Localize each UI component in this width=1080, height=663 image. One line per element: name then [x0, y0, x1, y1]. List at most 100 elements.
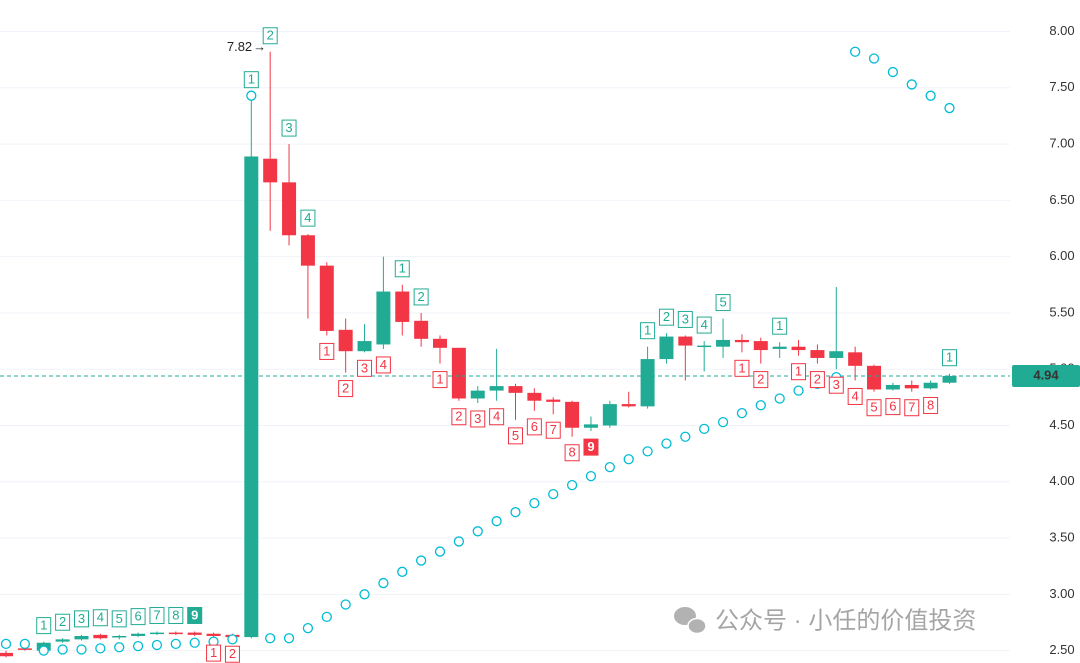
- candle: [527, 388, 542, 411]
- td-box: [696, 316, 712, 334]
- y-tick-label: 3.00: [1049, 586, 1074, 601]
- candle-body: [772, 346, 787, 349]
- td-count: 2: [814, 372, 821, 387]
- candle-body: [565, 401, 580, 428]
- candle-body: [753, 341, 768, 351]
- sar-dot: [114, 642, 125, 653]
- candle: [338, 318, 353, 373]
- td-count: 3: [285, 120, 292, 135]
- candle-body: [357, 341, 372, 352]
- td-up-label: 7: [149, 606, 165, 624]
- td-count: 2: [59, 614, 66, 629]
- sar-dot: [265, 633, 276, 644]
- td-down-label: 2: [224, 645, 240, 663]
- td-down-label: 5: [507, 427, 523, 445]
- td-count: 3: [78, 611, 85, 626]
- candle: [414, 312, 429, 347]
- td-count: 4: [380, 357, 387, 372]
- td-box: [847, 387, 863, 405]
- td-down-label: 5: [866, 399, 882, 417]
- candle: [772, 342, 787, 358]
- sar-dot: [453, 536, 465, 547]
- annotation-label: 7.82: [227, 39, 252, 54]
- sar-dot: [189, 637, 200, 648]
- td-up-label: 3: [281, 119, 297, 137]
- td-count: 4: [493, 409, 500, 424]
- candle-body: [546, 399, 561, 402]
- candle: [55, 638, 70, 643]
- td-box: [809, 371, 825, 389]
- candle: [659, 333, 674, 364]
- td-count: 4: [97, 610, 104, 625]
- td-count: 6: [531, 419, 538, 434]
- candle: [395, 284, 410, 336]
- candle-body: [414, 320, 429, 339]
- candle: [885, 382, 900, 391]
- sar-dot: [642, 446, 653, 457]
- sar-dot: [378, 577, 389, 589]
- td-box: [206, 644, 222, 662]
- candle-body: [527, 392, 542, 401]
- y-tick-label: 8.00: [1049, 23, 1074, 38]
- y-tick-label: 7.00: [1049, 136, 1074, 151]
- candle: [300, 234, 315, 319]
- candle-body: [244, 156, 259, 638]
- td-count: 5: [116, 611, 123, 626]
- watermark-text: 公众号 · 小任的价值投资: [715, 607, 976, 634]
- candle-body: [904, 384, 919, 389]
- candle-body: [942, 375, 957, 383]
- td-box: [866, 399, 882, 417]
- candle: [829, 287, 844, 370]
- td-count: 2: [342, 381, 349, 396]
- td-box: [73, 610, 89, 628]
- td-down-label: 2: [809, 371, 825, 389]
- candle: [640, 346, 655, 409]
- td-box: [243, 71, 259, 89]
- candle: [489, 348, 504, 401]
- td-count: 1: [946, 350, 953, 365]
- td-down-label: 2: [338, 380, 354, 398]
- td-box: [470, 410, 486, 428]
- td-count: 2: [757, 372, 764, 387]
- td-box: [130, 608, 146, 626]
- td-count: 3: [361, 360, 368, 375]
- sar-dot: [680, 431, 691, 442]
- td-box: [507, 427, 523, 445]
- td-down-label: 8: [923, 396, 939, 414]
- td-count: 1: [644, 323, 651, 338]
- y-tick-label: 3.50: [1049, 529, 1074, 544]
- sar-dot: [38, 645, 49, 656]
- sar-dot: [755, 400, 766, 411]
- td-up-label: 1: [243, 71, 259, 89]
- sar-dot: [151, 639, 163, 651]
- sar-dot: [283, 633, 295, 644]
- candle-body: [0, 652, 13, 657]
- candle-body: [885, 384, 900, 390]
- td-count: 3: [833, 377, 840, 392]
- candle: [470, 386, 485, 403]
- candle-body: [376, 291, 391, 345]
- td-down-label: 4: [847, 387, 863, 405]
- candle: [149, 631, 164, 635]
- candle: [206, 632, 221, 638]
- td-up-label: 1: [36, 617, 52, 635]
- td-box: [375, 356, 391, 374]
- td-count: 3: [682, 311, 689, 326]
- td-down-label: 7: [545, 421, 561, 439]
- td-up-label: 2: [55, 613, 71, 631]
- annotation-arrow: →: [253, 39, 266, 54]
- candle-body: [640, 359, 655, 407]
- candle-body: [395, 291, 410, 322]
- td-box: [36, 617, 52, 635]
- td-down-label: 1: [432, 371, 448, 389]
- candle-body: [848, 352, 863, 366]
- td-box: [489, 408, 505, 426]
- td-up-label: 5: [715, 294, 731, 312]
- y-tick-label: 2.50: [1049, 642, 1074, 657]
- td-box: [168, 606, 184, 624]
- td-count: 4: [852, 388, 859, 403]
- td-box: [111, 610, 127, 628]
- td-box: [526, 418, 542, 436]
